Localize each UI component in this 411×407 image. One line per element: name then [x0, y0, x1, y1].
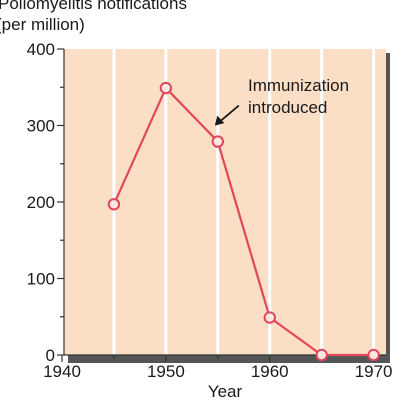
y-tick-label-300: 300 — [27, 117, 55, 136]
annotation-arrowhead — [214, 115, 225, 126]
y-tick-label-0: 0 — [46, 346, 55, 365]
series-line — [112, 86, 374, 357]
data-point-1970 — [367, 348, 380, 362]
data-point-1950 — [159, 81, 173, 95]
x-tick-label-1960: 1960 — [251, 362, 289, 381]
y-tick-label-100: 100 — [27, 270, 55, 289]
y-axis-title-line-2: (per million) — [0, 15, 85, 34]
data-point-1945 — [107, 198, 121, 211]
x-axis-title: Year — [208, 382, 243, 401]
x-tick-label-1970: 1970 — [355, 362, 393, 381]
annotation: Immunization introduced — [214, 76, 349, 126]
y-tick-label-400: 400 — [27, 40, 55, 59]
annotation-arrow — [219, 104, 240, 123]
data-point-1960 — [263, 311, 276, 324]
annotation-line-2: introduced — [248, 98, 327, 117]
data-point-1955 — [211, 135, 225, 148]
y-axis-title-line-1: Poliomyelitis notifications — [0, 0, 187, 13]
x-tick-label-1950: 1950 — [147, 362, 185, 381]
annotation-line-1: Immunization — [248, 76, 349, 95]
series-polio — [107, 81, 380, 362]
x-tick-label-1940: 1940 — [43, 362, 81, 381]
data-point-1965 — [315, 348, 328, 362]
y-tick-label-200: 200 — [27, 193, 55, 212]
